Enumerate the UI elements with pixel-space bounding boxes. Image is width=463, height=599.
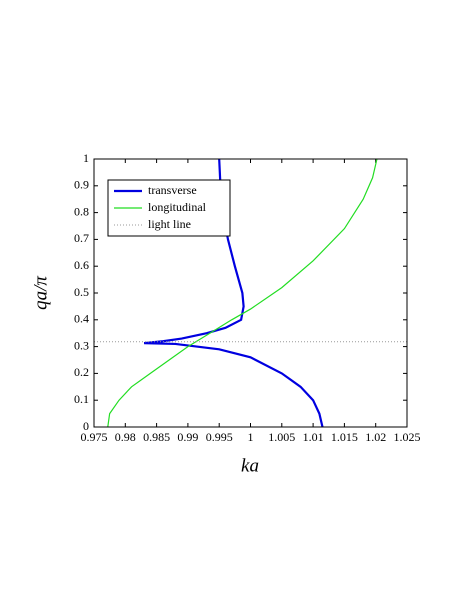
legend-label: light line bbox=[148, 217, 191, 231]
x-tick-label: 1 bbox=[248, 430, 254, 444]
x-tick-label: 0.99 bbox=[177, 430, 198, 444]
y-tick-label: 0.4 bbox=[74, 312, 89, 326]
x-tick-label: 1.015 bbox=[331, 430, 358, 444]
series-line bbox=[143, 158, 324, 428]
y-tick-label: 0.5 bbox=[74, 285, 89, 299]
series-line bbox=[107, 158, 378, 428]
y-tick-label: 0.2 bbox=[74, 365, 89, 379]
x-tick-label: 0.995 bbox=[206, 430, 233, 444]
x-tick-label: 0.98 bbox=[115, 430, 136, 444]
legend-label: transverse bbox=[148, 183, 197, 197]
y-tick-label: 0.7 bbox=[74, 231, 89, 245]
y-tick-label: 1 bbox=[83, 151, 89, 165]
y-tick-label: 0.9 bbox=[74, 178, 89, 192]
legend-label: longitudinal bbox=[148, 200, 207, 214]
y-axis-label: qa/π bbox=[30, 276, 51, 310]
x-tick-label: 0.975 bbox=[81, 430, 108, 444]
x-tick-label: 1.02 bbox=[365, 430, 386, 444]
x-axis-label: ka bbox=[241, 455, 259, 476]
y-tick-label: 0.6 bbox=[74, 258, 89, 272]
x-tick-label: 0.985 bbox=[143, 430, 170, 444]
y-tick-label: 0 bbox=[83, 419, 89, 433]
plot-frame bbox=[93, 158, 408, 428]
x-tick-label: 1.005 bbox=[268, 430, 295, 444]
x-tick-label: 1.025 bbox=[394, 430, 421, 444]
y-tick-label: 0.3 bbox=[74, 338, 89, 352]
x-tick-label: 1.01 bbox=[303, 430, 324, 444]
y-tick-label: 0.8 bbox=[74, 204, 89, 218]
y-tick-label: 0.1 bbox=[74, 392, 89, 406]
